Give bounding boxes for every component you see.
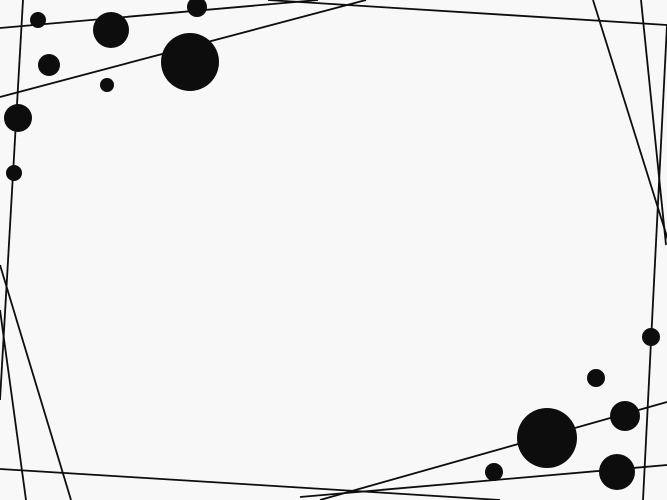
node-medium-right xyxy=(610,401,640,431)
edge-top-border xyxy=(267,0,667,26)
node-medium-left xyxy=(38,54,60,76)
node-small-floating-right xyxy=(587,369,605,387)
edge-right-vertical xyxy=(642,24,667,500)
node-left-edge-medium xyxy=(4,104,32,132)
node-medium-top xyxy=(93,12,129,48)
edge-through-top-nodes xyxy=(0,0,319,29)
edge-lower-left-steep xyxy=(0,264,72,500)
edge-through-bottom-large xyxy=(319,401,667,500)
node-top-edge xyxy=(187,0,207,17)
node-small-floating-left xyxy=(100,78,114,92)
node-large-top-left xyxy=(161,33,219,91)
node-large-bottom-right xyxy=(517,408,577,468)
node-small-upper-left xyxy=(30,12,46,28)
edge-upper-right-steep xyxy=(640,0,667,246)
node-left-edge-small xyxy=(6,165,22,181)
edge-upper-right-diag xyxy=(592,0,667,240)
node-right-edge-small xyxy=(642,328,660,346)
node-large-bottom-edge xyxy=(599,454,635,490)
edge-lower-left-vertical xyxy=(0,309,27,500)
edge-bottom-border xyxy=(0,468,501,500)
node-small-bottom xyxy=(485,463,503,481)
